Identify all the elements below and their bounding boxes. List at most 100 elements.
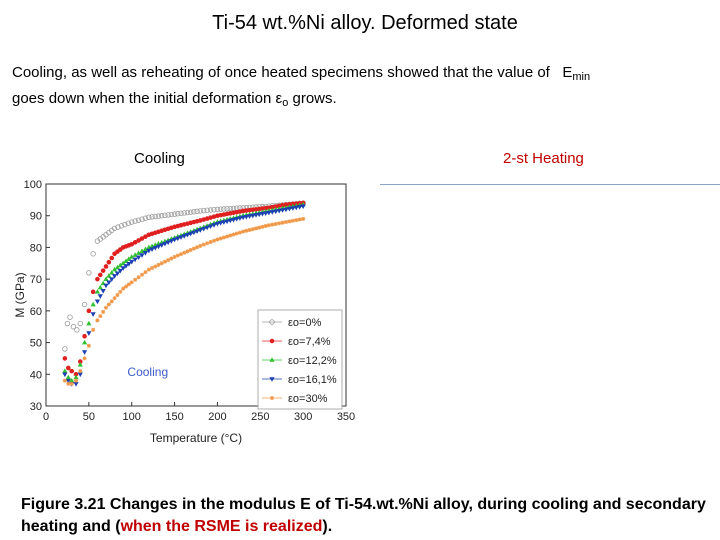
data-point <box>290 206 296 211</box>
data-point <box>237 216 243 221</box>
cooling-annotation: Cooling <box>127 365 168 379</box>
y-axis-title: M (GPa) <box>13 272 27 317</box>
data-point <box>205 241 210 246</box>
data-point <box>86 331 92 336</box>
page-title: Ti-54 wt.%Ni alloy. Deformed state <box>212 12 518 34</box>
data-point <box>142 215 149 221</box>
y-tick-label: 80 <box>30 242 42 254</box>
x-axis-title: Temperature (°C) <box>150 431 242 445</box>
data-point <box>254 226 258 231</box>
data-point <box>82 356 87 361</box>
data-point <box>149 214 155 220</box>
data-point <box>73 371 79 377</box>
legend-label: εo=16,1% <box>288 374 337 386</box>
data-point <box>106 280 112 286</box>
caption-highlight: when the RSME is realized <box>120 518 323 535</box>
data-point <box>221 220 227 225</box>
data-point <box>234 231 239 236</box>
data-point <box>65 378 71 384</box>
x-tick-label: 350 <box>337 411 355 423</box>
data-point <box>221 206 227 212</box>
data-point <box>97 284 103 290</box>
x-tick-label: 200 <box>208 411 226 423</box>
data-point <box>94 299 101 305</box>
data-point <box>207 224 214 229</box>
data-point <box>109 270 115 275</box>
data-point <box>90 312 96 317</box>
intro-text: Cooling, as well as reheating of once he… <box>12 62 712 114</box>
data-point <box>90 301 96 307</box>
data-point <box>172 254 177 259</box>
data-point <box>212 238 216 243</box>
data-point <box>204 207 210 214</box>
legend-marker <box>269 357 275 362</box>
data-point <box>74 327 80 333</box>
data-point <box>129 259 135 265</box>
data-point <box>149 247 155 253</box>
data-point <box>214 206 221 213</box>
legend-marker <box>269 319 275 325</box>
data-point <box>133 277 138 282</box>
data-point <box>290 218 295 223</box>
data-point <box>114 264 121 270</box>
data-point <box>162 259 167 264</box>
data-point <box>126 256 132 261</box>
data-point <box>269 204 275 210</box>
data-point <box>153 264 158 269</box>
data-point <box>139 253 145 258</box>
data-point <box>65 374 71 380</box>
modulus-cooling-chart: 0 50 100 150 200 250 300 350 30 40 50 60 70 80 90 100 Te… <box>13 179 355 445</box>
data-point <box>198 243 203 248</box>
data-point <box>90 251 96 257</box>
data-point <box>175 253 180 258</box>
data-point <box>62 372 68 378</box>
data-point <box>82 333 87 339</box>
caption-end: ). <box>322 518 333 535</box>
data-point <box>211 206 217 213</box>
data-point <box>120 266 126 271</box>
data-point <box>188 231 194 237</box>
data-point <box>166 258 171 263</box>
data-point <box>218 236 223 241</box>
data-point <box>273 221 278 226</box>
data-point <box>159 213 165 219</box>
data-point <box>221 235 226 240</box>
data-point <box>106 273 112 278</box>
data-point <box>90 289 96 295</box>
data-point <box>197 208 203 214</box>
data-point <box>211 223 217 228</box>
data-point <box>86 320 92 326</box>
data-point <box>69 368 75 374</box>
data-point <box>129 280 134 285</box>
e-symbol: E <box>562 64 573 81</box>
data-point <box>184 232 191 238</box>
data-point <box>182 250 187 255</box>
data-point <box>124 284 128 289</box>
data-point <box>101 309 106 314</box>
data-point <box>168 211 175 218</box>
data-point <box>62 346 68 352</box>
data-point <box>280 202 285 208</box>
data-point <box>77 320 83 327</box>
divider-line <box>380 184 720 185</box>
data-point <box>139 216 145 222</box>
data-point <box>280 220 285 225</box>
data-point <box>104 305 108 310</box>
data-point <box>191 246 196 251</box>
data-point <box>115 293 120 297</box>
data-point <box>175 211 181 217</box>
caption-text: Figure 3.21 Changes in the modulus E of … <box>21 496 706 535</box>
data-point <box>243 214 249 220</box>
intro-line-1-text: Cooling, as well as reheating of once he… <box>12 64 550 81</box>
data-point <box>73 382 79 387</box>
data-point <box>123 264 129 269</box>
y-tick-label: 100 <box>24 179 42 191</box>
heating-label: 2-st Heating <box>503 150 584 167</box>
data-point <box>300 204 306 209</box>
data-point <box>227 205 233 212</box>
data-point <box>132 257 138 263</box>
intro-line-1: Cooling, as well as reheating of once he… <box>12 62 712 88</box>
data-point <box>215 237 220 242</box>
data-point <box>86 308 92 314</box>
x-tick-label: 50 <box>83 411 95 423</box>
